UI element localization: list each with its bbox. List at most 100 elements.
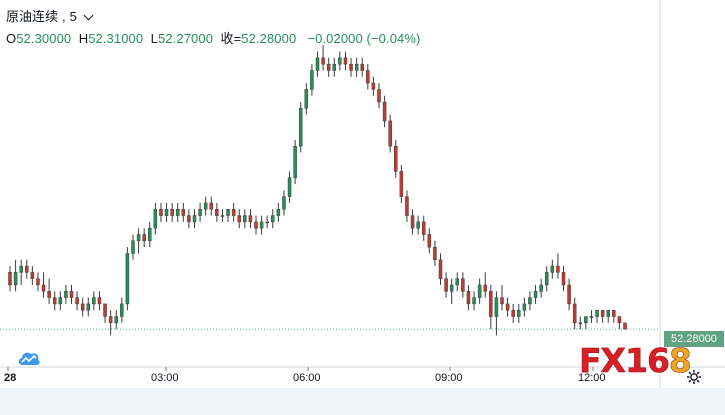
candle bbox=[148, 221, 152, 248]
candle bbox=[438, 253, 443, 285]
candle-body bbox=[572, 303, 577, 324]
candle bbox=[556, 253, 560, 279]
high-label: H bbox=[78, 31, 89, 46]
candle-body bbox=[298, 108, 303, 147]
candle-body bbox=[136, 234, 141, 242]
candle-body bbox=[243, 215, 247, 223]
candle-body bbox=[25, 265, 29, 273]
candle-body bbox=[231, 209, 236, 216]
open-value: 52.30000 bbox=[16, 31, 72, 46]
candle-body bbox=[276, 209, 281, 216]
candle-body bbox=[584, 316, 588, 324]
symbol-legend: 原油连续, 5 O52.30000 H52.31000 L52.27000 收=… bbox=[6, 6, 420, 50]
candle bbox=[360, 57, 364, 77]
candle bbox=[455, 272, 460, 292]
candle bbox=[30, 266, 35, 285]
candle-body bbox=[617, 316, 622, 324]
candle bbox=[243, 209, 247, 229]
candle-body bbox=[187, 215, 191, 223]
candle-body bbox=[13, 272, 18, 286]
candle bbox=[41, 272, 46, 298]
candle-body bbox=[522, 303, 527, 311]
candle-body bbox=[80, 303, 85, 311]
candle bbox=[416, 215, 420, 235]
candle bbox=[332, 57, 337, 77]
gear-icon[interactable] bbox=[684, 367, 704, 387]
interval-label[interactable]: 5 bbox=[69, 9, 77, 24]
candle-body bbox=[556, 265, 560, 273]
candle-body bbox=[103, 303, 107, 317]
candle-body bbox=[265, 221, 269, 224]
candle bbox=[153, 202, 158, 235]
fx168-watermark-logo: FX168 bbox=[579, 341, 692, 381]
candle-body bbox=[226, 209, 230, 216]
candle bbox=[326, 57, 331, 77]
candle-body bbox=[52, 297, 57, 305]
candle-body bbox=[326, 63, 331, 71]
candle bbox=[483, 272, 487, 298]
candle bbox=[517, 303, 521, 323]
candle bbox=[231, 202, 236, 222]
candle bbox=[293, 139, 297, 185]
candle-body bbox=[164, 209, 169, 216]
candle-body bbox=[366, 70, 370, 84]
candle-body bbox=[561, 272, 566, 286]
candle-body bbox=[192, 215, 197, 223]
candle bbox=[254, 215, 258, 235]
candle bbox=[343, 51, 348, 71]
candle-body bbox=[58, 297, 63, 305]
candle bbox=[528, 291, 532, 311]
candle-body bbox=[30, 272, 35, 279]
candle bbox=[86, 297, 91, 317]
candle bbox=[304, 83, 309, 115]
chevron-down-icon[interactable] bbox=[83, 10, 94, 20]
candle-body bbox=[544, 272, 549, 286]
candle-body bbox=[433, 246, 437, 260]
candle-body bbox=[293, 145, 297, 178]
candle bbox=[64, 284, 68, 304]
candle bbox=[606, 309, 610, 323]
candle bbox=[433, 240, 437, 267]
candle-body bbox=[282, 196, 286, 210]
candle-body bbox=[533, 291, 538, 298]
symbol-row[interactable]: 原油连续, 5 bbox=[6, 6, 420, 28]
candle bbox=[164, 202, 169, 222]
low-value: 52.27000 bbox=[158, 31, 214, 46]
candle-body bbox=[215, 209, 219, 216]
candle-body bbox=[600, 309, 605, 317]
candle bbox=[522, 297, 527, 317]
candle-body bbox=[399, 171, 404, 197]
candle-body bbox=[175, 209, 180, 216]
candle bbox=[170, 202, 174, 222]
symbol-separator: , bbox=[62, 9, 66, 24]
candle-body bbox=[612, 309, 616, 317]
candle bbox=[159, 202, 163, 222]
candle-body bbox=[354, 63, 359, 71]
candle bbox=[572, 297, 577, 330]
candle-body bbox=[92, 297, 96, 305]
candle bbox=[203, 196, 208, 216]
watermark-main: FX16 bbox=[579, 341, 670, 381]
candle-body bbox=[360, 63, 364, 71]
candle-body bbox=[455, 278, 460, 286]
x-axis-label-0: 28 bbox=[4, 372, 17, 384]
candle bbox=[198, 202, 202, 222]
candle bbox=[321, 45, 325, 71]
candle bbox=[371, 76, 376, 96]
candle-body bbox=[466, 291, 471, 305]
candle bbox=[120, 297, 124, 323]
candle bbox=[287, 171, 292, 203]
candle-body bbox=[304, 89, 309, 109]
candle-body bbox=[438, 259, 443, 279]
symbol-name[interactable]: 原油连续 bbox=[6, 9, 59, 24]
bottom-scroll-area[interactable] bbox=[0, 388, 725, 415]
tradingview-cloud-icon[interactable] bbox=[13, 347, 45, 369]
candle-body bbox=[500, 297, 504, 305]
candle-body bbox=[338, 57, 342, 65]
candle bbox=[466, 284, 471, 311]
candle bbox=[477, 278, 482, 304]
candle-body bbox=[36, 278, 40, 286]
